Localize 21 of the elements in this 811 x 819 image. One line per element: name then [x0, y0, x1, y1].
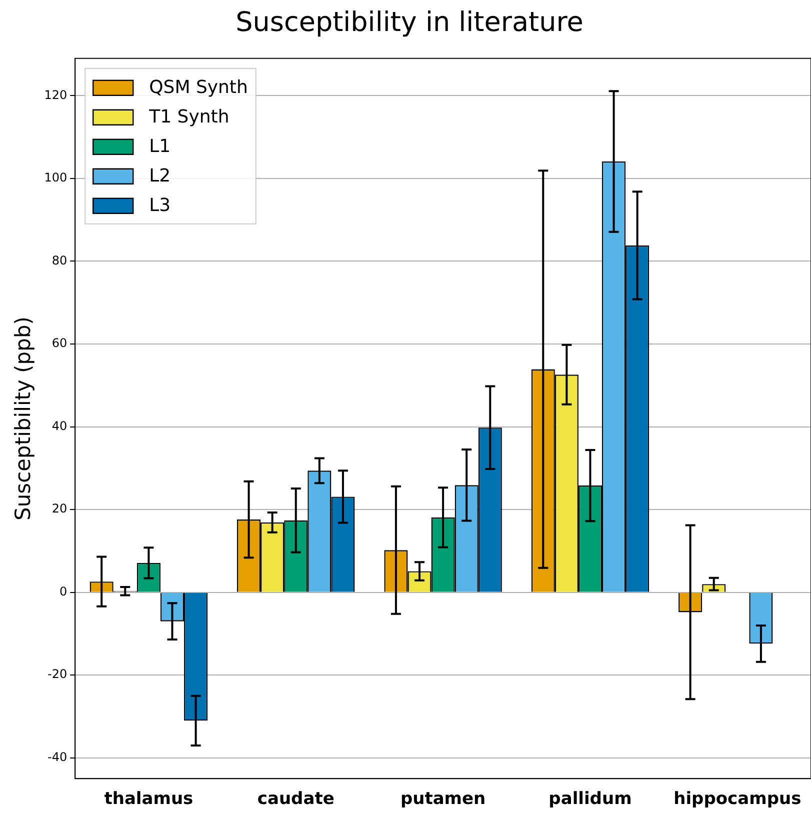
y-tick-label: 80: [52, 253, 68, 268]
y-tick-label: -20: [47, 667, 68, 682]
y-tick-label: 0: [59, 584, 68, 598]
y-tick-label: 40: [52, 418, 68, 433]
y-tick-label: -40: [47, 750, 68, 764]
x-tick-label: caudate: [257, 789, 334, 810]
legend-label: L3: [149, 195, 171, 216]
legend-label: L1: [149, 136, 171, 158]
y-axis-title: Susceptibility (ppb): [11, 316, 36, 520]
y-tick-label: 100: [44, 170, 68, 185]
x-tick-label: pallidum: [548, 789, 632, 810]
x-tick-label: thalamus: [104, 789, 194, 810]
x-tick-label: putamen: [400, 789, 486, 810]
legend-label: T1 Synth: [148, 106, 230, 128]
y-tick-label: 20: [52, 502, 68, 516]
chart-title: Susceptibility in literature: [236, 7, 584, 38]
y-tick-label: 120: [44, 88, 68, 102]
legend-label: QSM Synth: [149, 77, 248, 98]
legend-label: L2: [149, 166, 171, 187]
y-tick-label: 60: [52, 336, 68, 350]
x-tick-label: hippocampus: [674, 789, 802, 810]
